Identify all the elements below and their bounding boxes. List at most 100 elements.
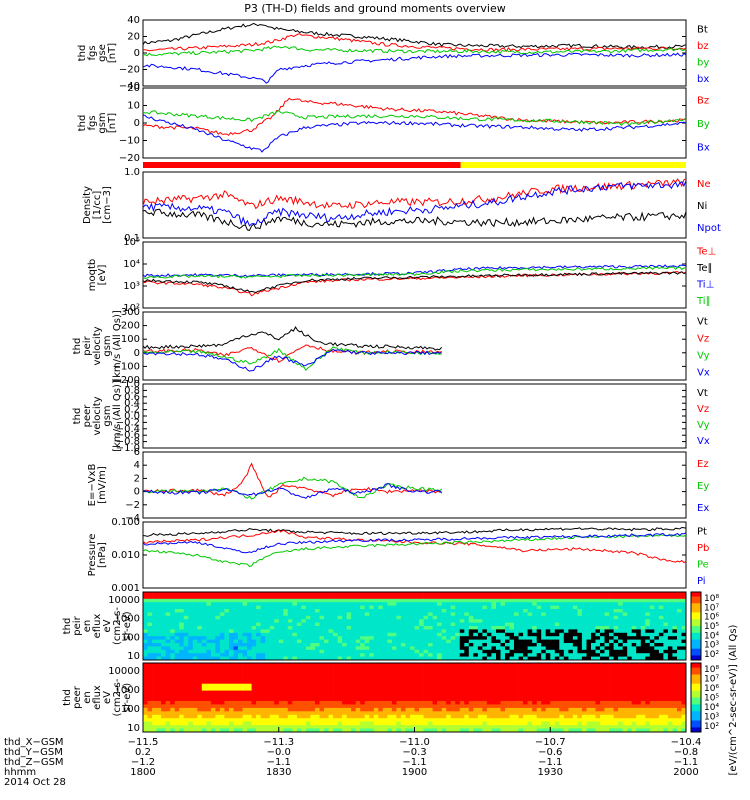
spectrogram-cell	[523, 622, 528, 627]
spectrogram-cell	[645, 690, 651, 695]
spectrogram-cell	[400, 598, 406, 603]
spectrogram-cell	[609, 646, 614, 651]
spectrogram-cell	[446, 598, 452, 603]
spectrogram-cell	[527, 643, 533, 647]
spectrogram-cell	[351, 595, 356, 600]
spectrogram-cell	[446, 725, 452, 729]
spectrogram-cell	[382, 669, 388, 674]
spectrogram-cell	[523, 694, 528, 698]
spectrogram-cell	[428, 619, 433, 623]
spectrogram-cell	[446, 683, 452, 688]
spectrogram-cell	[437, 701, 442, 705]
spectrogram-cell	[541, 725, 547, 729]
spectrogram-cell	[649, 711, 655, 716]
spectrogram-cell	[224, 704, 230, 709]
spectrogram-cell	[486, 680, 492, 685]
y-tick-label: 200	[121, 321, 140, 332]
spectrogram-cell	[581, 632, 587, 637]
spectrogram-cell	[532, 615, 538, 620]
spectrogram-cell	[645, 646, 651, 651]
spectrogram-cell	[269, 721, 275, 726]
spectrogram-cell	[432, 639, 438, 644]
spectrogram-cell	[391, 673, 397, 678]
spectrogram-cell	[441, 636, 447, 640]
spectrogram-cell	[201, 673, 207, 678]
spectrogram-cell	[346, 615, 352, 620]
spectrogram-cell	[238, 632, 243, 637]
spectrogram-cell	[541, 663, 547, 667]
spectrogram-cell	[613, 694, 619, 698]
spectrogram-cell	[278, 643, 284, 647]
spectrogram-cell	[545, 653, 551, 657]
spectrogram-cell	[170, 687, 176, 691]
spectrogram-cell	[645, 653, 651, 657]
spectrogram-cell	[595, 669, 601, 674]
spectrogram-cell	[165, 680, 171, 685]
spectrogram-cell	[242, 636, 248, 640]
spectrogram-cell	[369, 728, 375, 733]
spectrogram-cell	[283, 721, 289, 726]
spectrogram-cell	[324, 612, 329, 617]
spectrogram-cell	[654, 622, 660, 627]
spectrogram-cell	[464, 649, 470, 654]
spectrogram-cell	[609, 595, 614, 600]
spectrogram-cell	[400, 619, 406, 623]
spectrogram-cell	[482, 609, 488, 613]
spectrogram-cell	[269, 663, 275, 667]
spectrogram-cell	[437, 669, 442, 674]
spectrogram-cell	[550, 683, 556, 688]
spectrogram-cell	[242, 683, 248, 688]
spectrogram-cell	[627, 602, 633, 606]
spectrogram-cell	[378, 721, 384, 726]
spectrogram-cell	[369, 619, 375, 623]
spectrogram-cell	[283, 592, 289, 596]
spectrogram-cell	[523, 707, 528, 712]
spectrogram-cell	[215, 669, 221, 674]
spectrogram-cell	[496, 704, 501, 709]
spectrogram-cell	[161, 656, 166, 661]
spectrogram-cell	[161, 704, 166, 709]
spectrogram-cell	[251, 704, 257, 709]
colorbar-tick-label: 10⁷	[704, 603, 719, 613]
spectrogram-cell	[437, 592, 442, 596]
spectrogram-cell	[477, 697, 483, 702]
spectrogram-cell	[482, 632, 488, 637]
spectrogram-cell	[663, 612, 669, 617]
spectrogram-cell	[391, 676, 397, 681]
y-tick-label: 10000	[108, 666, 140, 677]
spectrogram-cell	[663, 636, 669, 640]
spectrogram-cell	[541, 622, 547, 627]
spectrogram-cell	[446, 649, 452, 654]
spectrogram-cell	[206, 592, 212, 596]
spectrogram-cell	[486, 622, 492, 627]
spectrogram-cell	[147, 663, 153, 667]
spectrogram-cell	[649, 615, 655, 620]
spectrogram-cell	[274, 721, 280, 726]
colorbar-cell	[691, 630, 701, 634]
spectrogram-cell	[663, 629, 669, 634]
colorbar-cell	[691, 628, 701, 631]
spectrogram-cell	[247, 704, 252, 709]
spectrogram-cell	[351, 721, 356, 726]
spectrogram-cell	[197, 649, 203, 654]
spectrogram-cell	[527, 632, 533, 637]
spectrogram-cell	[278, 690, 284, 695]
spectrogram-cell	[473, 728, 479, 733]
spectrogram-cell	[342, 649, 347, 654]
spectrogram-cell	[165, 694, 171, 698]
y-tick-label: −20	[119, 65, 140, 76]
spectrogram-cell	[287, 697, 293, 702]
spectrogram-cell	[251, 697, 257, 702]
spectrogram-cell	[351, 690, 356, 695]
spectrogram-cell	[658, 701, 664, 705]
spectrogram-cell	[559, 663, 565, 667]
spectrogram-cell	[382, 718, 388, 723]
spectrogram-cell	[265, 609, 271, 613]
spectrogram-cell	[274, 629, 280, 634]
spectrogram-cell	[486, 595, 492, 600]
spectrogram-cell	[360, 609, 366, 613]
spectrogram-cell	[147, 612, 153, 617]
spectrogram-cell	[165, 653, 171, 657]
spectrogram-cell	[473, 592, 479, 596]
spectrogram-cell	[224, 646, 230, 651]
